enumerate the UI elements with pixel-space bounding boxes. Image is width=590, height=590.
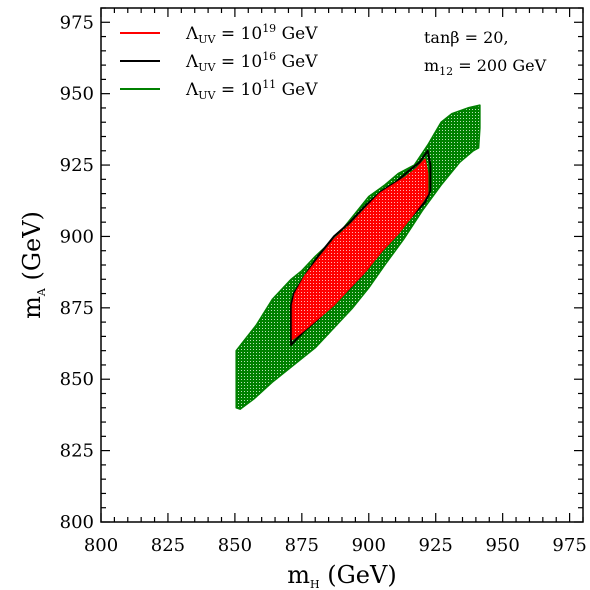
x-tick-label: 850 xyxy=(218,535,252,556)
y-tick-label: 950 xyxy=(60,84,94,105)
axis-ticks xyxy=(100,7,584,523)
legend: ΛUV = 1019 GeV ΛUV = 1016 GeV ΛUV = 1011… xyxy=(120,22,318,102)
x-axis-title: mH (GeV) xyxy=(287,561,396,590)
y-tick-label: 900 xyxy=(60,226,94,247)
y-axis-title: mA (GeV) xyxy=(18,211,48,319)
x-tick-label: 800 xyxy=(84,535,118,556)
x-tick-label: 950 xyxy=(485,535,519,556)
annotation-tanbeta: tanβ = 20, xyxy=(424,28,509,47)
x-tick-label: 900 xyxy=(352,535,386,556)
y-tick-label: 875 xyxy=(60,298,94,319)
x-tick-label: 975 xyxy=(552,535,586,556)
y-tick-label: 825 xyxy=(60,441,94,462)
x-tick-label: 925 xyxy=(419,535,453,556)
contour-region-1e19 xyxy=(291,158,429,340)
x-tick-label: 825 xyxy=(151,535,185,556)
y-tick-label: 975 xyxy=(60,12,94,33)
annotation-m12: m12 = 200 GeV xyxy=(424,56,547,78)
y-tick-label: 925 xyxy=(60,155,94,176)
legend-label-1e16: ΛUV = 1016 GeV xyxy=(185,50,318,74)
legend-label-1e11: ΛUV = 1011 GeV xyxy=(185,78,318,102)
legend-label-1e19: ΛUV = 1019 GeV xyxy=(185,22,318,46)
tick-labels: 800 825 850 875 900 925 950 975 800 825 850 875 900 9… xyxy=(60,12,587,556)
contour-regions xyxy=(235,104,481,410)
parameter-annotation: tanβ = 20, m12 = 200 GeV xyxy=(424,28,547,78)
y-tick-label: 800 xyxy=(60,512,94,533)
y-tick-label: 850 xyxy=(60,369,94,390)
x-tick-label: 875 xyxy=(285,535,319,556)
